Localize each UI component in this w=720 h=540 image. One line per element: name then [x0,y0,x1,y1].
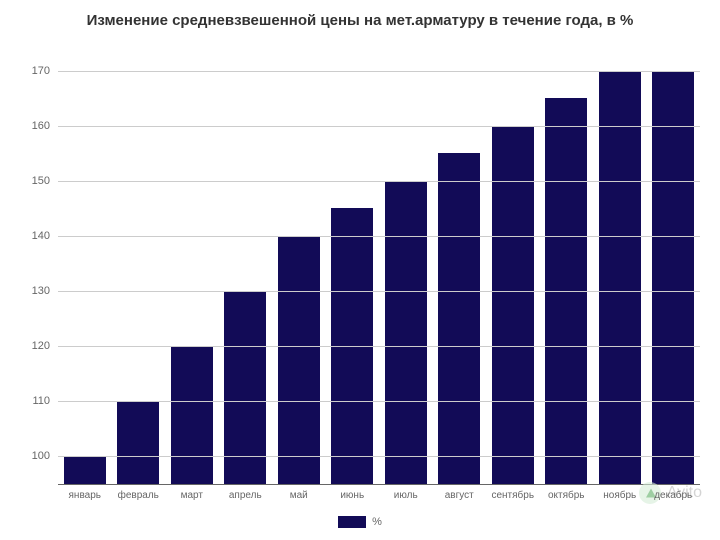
plot-area [58,43,700,485]
x-tick-label: ноябрь [603,490,636,501]
gridline [58,401,700,402]
x-tick-label: март [181,490,203,501]
gridline [58,456,700,457]
bar [171,346,213,484]
y-tick-label: 160 [10,120,50,132]
gridline [58,291,700,292]
x-tick-label: февраль [118,490,159,501]
bar [599,71,641,484]
y-tick-label: 130 [10,285,50,297]
bar [492,126,534,484]
gridline [58,71,700,72]
x-tick-label: июль [394,490,418,501]
x-tick-label: январь [69,490,101,501]
x-tick-label: август [445,490,474,501]
x-tick-label: июнь [340,490,364,501]
y-tick-label: 120 [10,340,50,352]
bar [64,456,106,484]
x-tick-label: май [290,490,308,501]
bars-layer [58,43,700,484]
gridline [58,236,700,237]
legend: % [0,510,720,540]
y-tick-label: 140 [10,230,50,242]
x-tick-label: октябрь [548,490,585,501]
bar [385,181,427,484]
y-tick-label: 170 [10,65,50,77]
x-tick-label: декабрь [654,490,692,501]
bar [438,153,480,484]
chart-title: Изменение средневзвешенной цены на мет.а… [0,0,720,39]
y-tick-label: 150 [10,175,50,187]
legend-label: % [372,516,382,528]
gridline [58,126,700,127]
gridline [58,181,700,182]
bar [278,236,320,484]
gridline [58,346,700,347]
chart-wrap: Avito 100110120130140150160170январьфевр… [10,39,710,510]
y-tick-label: 110 [10,395,50,407]
bar [652,71,694,484]
bar [117,401,159,484]
y-tick-label: 100 [10,450,50,462]
x-tick-label: апрель [229,490,262,501]
x-tick-label: сентябрь [491,490,534,501]
legend-swatch [338,516,366,528]
chart-container: Изменение средневзвешенной цены на мет.а… [0,0,720,540]
bar [224,291,266,484]
